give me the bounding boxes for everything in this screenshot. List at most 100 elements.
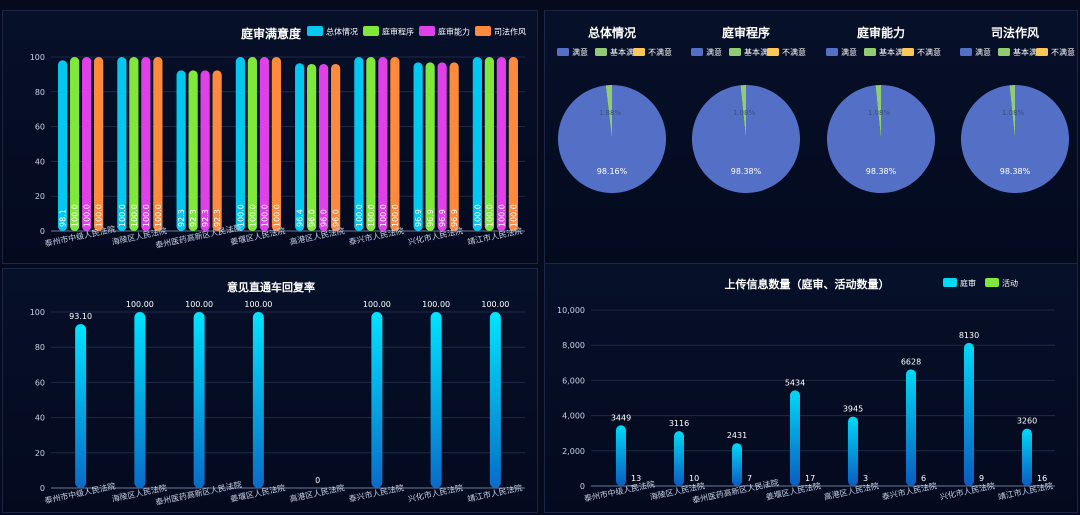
bar [449, 62, 459, 232]
y-tick-label: 10,000 [557, 306, 585, 315]
pie-slice [1009, 85, 1015, 139]
pie-label-main: 98.38% [866, 167, 897, 176]
data-label: 92.3 [213, 209, 222, 227]
legend-label: 总体情况 [326, 27, 358, 37]
legend-swatch [960, 48, 972, 56]
pie-panel: 总体情况 满意 基本满意 不满意 98.16% 1.88% 庭审程序 满意 基本满意 不满意 98.… [544, 10, 1078, 264]
data-label: 93.10 [69, 312, 92, 321]
y-tick-label: 80 [35, 343, 45, 352]
legend-label: 满意 [975, 47, 991, 57]
legend-label: 司法作风 [494, 27, 526, 37]
bar [252, 312, 264, 488]
data-label: 100.0 [248, 204, 257, 227]
y-tick-label: 2,000 [562, 447, 585, 456]
data-label: 100.0 [142, 204, 151, 227]
data-label: 6628 [901, 357, 921, 366]
data-label: 100.0 [154, 204, 163, 227]
bar [212, 70, 222, 231]
pie-label-main: 98.38% [731, 167, 762, 176]
data-label: 100.0 [355, 204, 364, 227]
bar [743, 485, 753, 486]
legend-label: 基本满意 [610, 47, 642, 57]
pie-title: 庭审程序 [722, 25, 770, 40]
bar [496, 57, 506, 231]
y-tick-label: 4,000 [562, 412, 585, 421]
data-label: 100.0 [367, 204, 376, 227]
legend-swatch [557, 48, 569, 56]
data-label: 98.1 [59, 209, 68, 227]
data-label: 3116 [669, 419, 689, 428]
y-tick-label: 8,000 [562, 341, 585, 350]
data-label: 13 [631, 474, 641, 483]
bar [489, 312, 501, 488]
legend-swatch [985, 278, 999, 287]
y-tick-label: 0 [580, 482, 585, 491]
bar [176, 70, 186, 231]
legend-swatch [729, 48, 741, 56]
bar [354, 57, 364, 231]
bar [801, 485, 811, 486]
bar [917, 485, 927, 486]
bar [378, 57, 388, 231]
bar [437, 62, 447, 232]
pie-slice [740, 85, 746, 139]
data-label: 96.9 [450, 209, 459, 227]
data-label: 100.0 [260, 204, 269, 227]
bar [425, 62, 435, 232]
bar [674, 431, 684, 486]
legend-label: 基本满意 [744, 47, 776, 57]
bar [200, 70, 210, 231]
y-tick-label: 6,000 [562, 376, 585, 385]
data-label: 100.0 [379, 204, 388, 227]
data-label: 6 [921, 474, 926, 483]
y-tick-label: 40 [35, 157, 45, 166]
bar [331, 63, 341, 232]
data-label: 100.00 [363, 300, 391, 309]
y-tick-label: 100 [30, 53, 45, 62]
y-tick-label: 0 [40, 484, 45, 493]
bar [295, 63, 305, 231]
data-label: 3945 [843, 405, 863, 414]
data-label: 2431 [727, 431, 747, 440]
bar [1022, 428, 1032, 486]
data-label: 100.00 [126, 300, 154, 309]
legend-swatch [864, 48, 876, 56]
y-tick-label: 60 [35, 378, 45, 387]
data-label: 100.0 [130, 204, 139, 227]
legend-label: 满意 [572, 47, 588, 57]
data-label: 100.0 [485, 204, 494, 227]
data-label: 16 [1037, 474, 1047, 483]
pie-label-small: 1.88% [599, 109, 622, 117]
legend-swatch [419, 26, 435, 36]
upload-panel: 上传信息数量（庭审、活动数量） 庭审 活动 0 2,000 4,000 6,000 8,000… [544, 263, 1078, 513]
data-label: 100.0 [509, 204, 518, 227]
bar [790, 390, 800, 486]
chart-title: 庭审满意度 [241, 26, 302, 41]
bar [366, 57, 376, 231]
legend-label: 满意 [706, 47, 722, 57]
pie-title: 庭审能力 [857, 25, 905, 40]
data-label: 10 [689, 474, 699, 483]
legend-label: 庭审能力 [438, 27, 470, 37]
legend-label: 庭审程序 [382, 27, 414, 37]
data-label: 17 [805, 474, 815, 483]
legend-label: 庭审 [960, 278, 976, 288]
pie-title: 总体情况 [588, 25, 636, 40]
bar [129, 57, 139, 231]
data-label: 96.0 [320, 209, 329, 227]
y-tick-label: 20 [35, 449, 45, 458]
data-label: 100.0 [236, 204, 245, 227]
data-label: 5434 [785, 378, 805, 387]
data-label: 96.9 [414, 209, 423, 227]
bar [153, 57, 163, 231]
legend-swatch [826, 48, 838, 56]
bar [508, 57, 518, 231]
legend-swatch [363, 26, 379, 36]
legend-swatch [943, 278, 957, 287]
pie-label-small: 1.08% [733, 109, 756, 117]
data-label: 100.0 [71, 204, 80, 227]
bar [94, 57, 104, 231]
data-label: 100.00 [185, 300, 213, 309]
bar [188, 70, 198, 231]
upload-chart: 上传信息数量（庭审、活动数量） 庭审 活动 0 2,000 4,000 6,000 8,000… [557, 277, 1055, 505]
